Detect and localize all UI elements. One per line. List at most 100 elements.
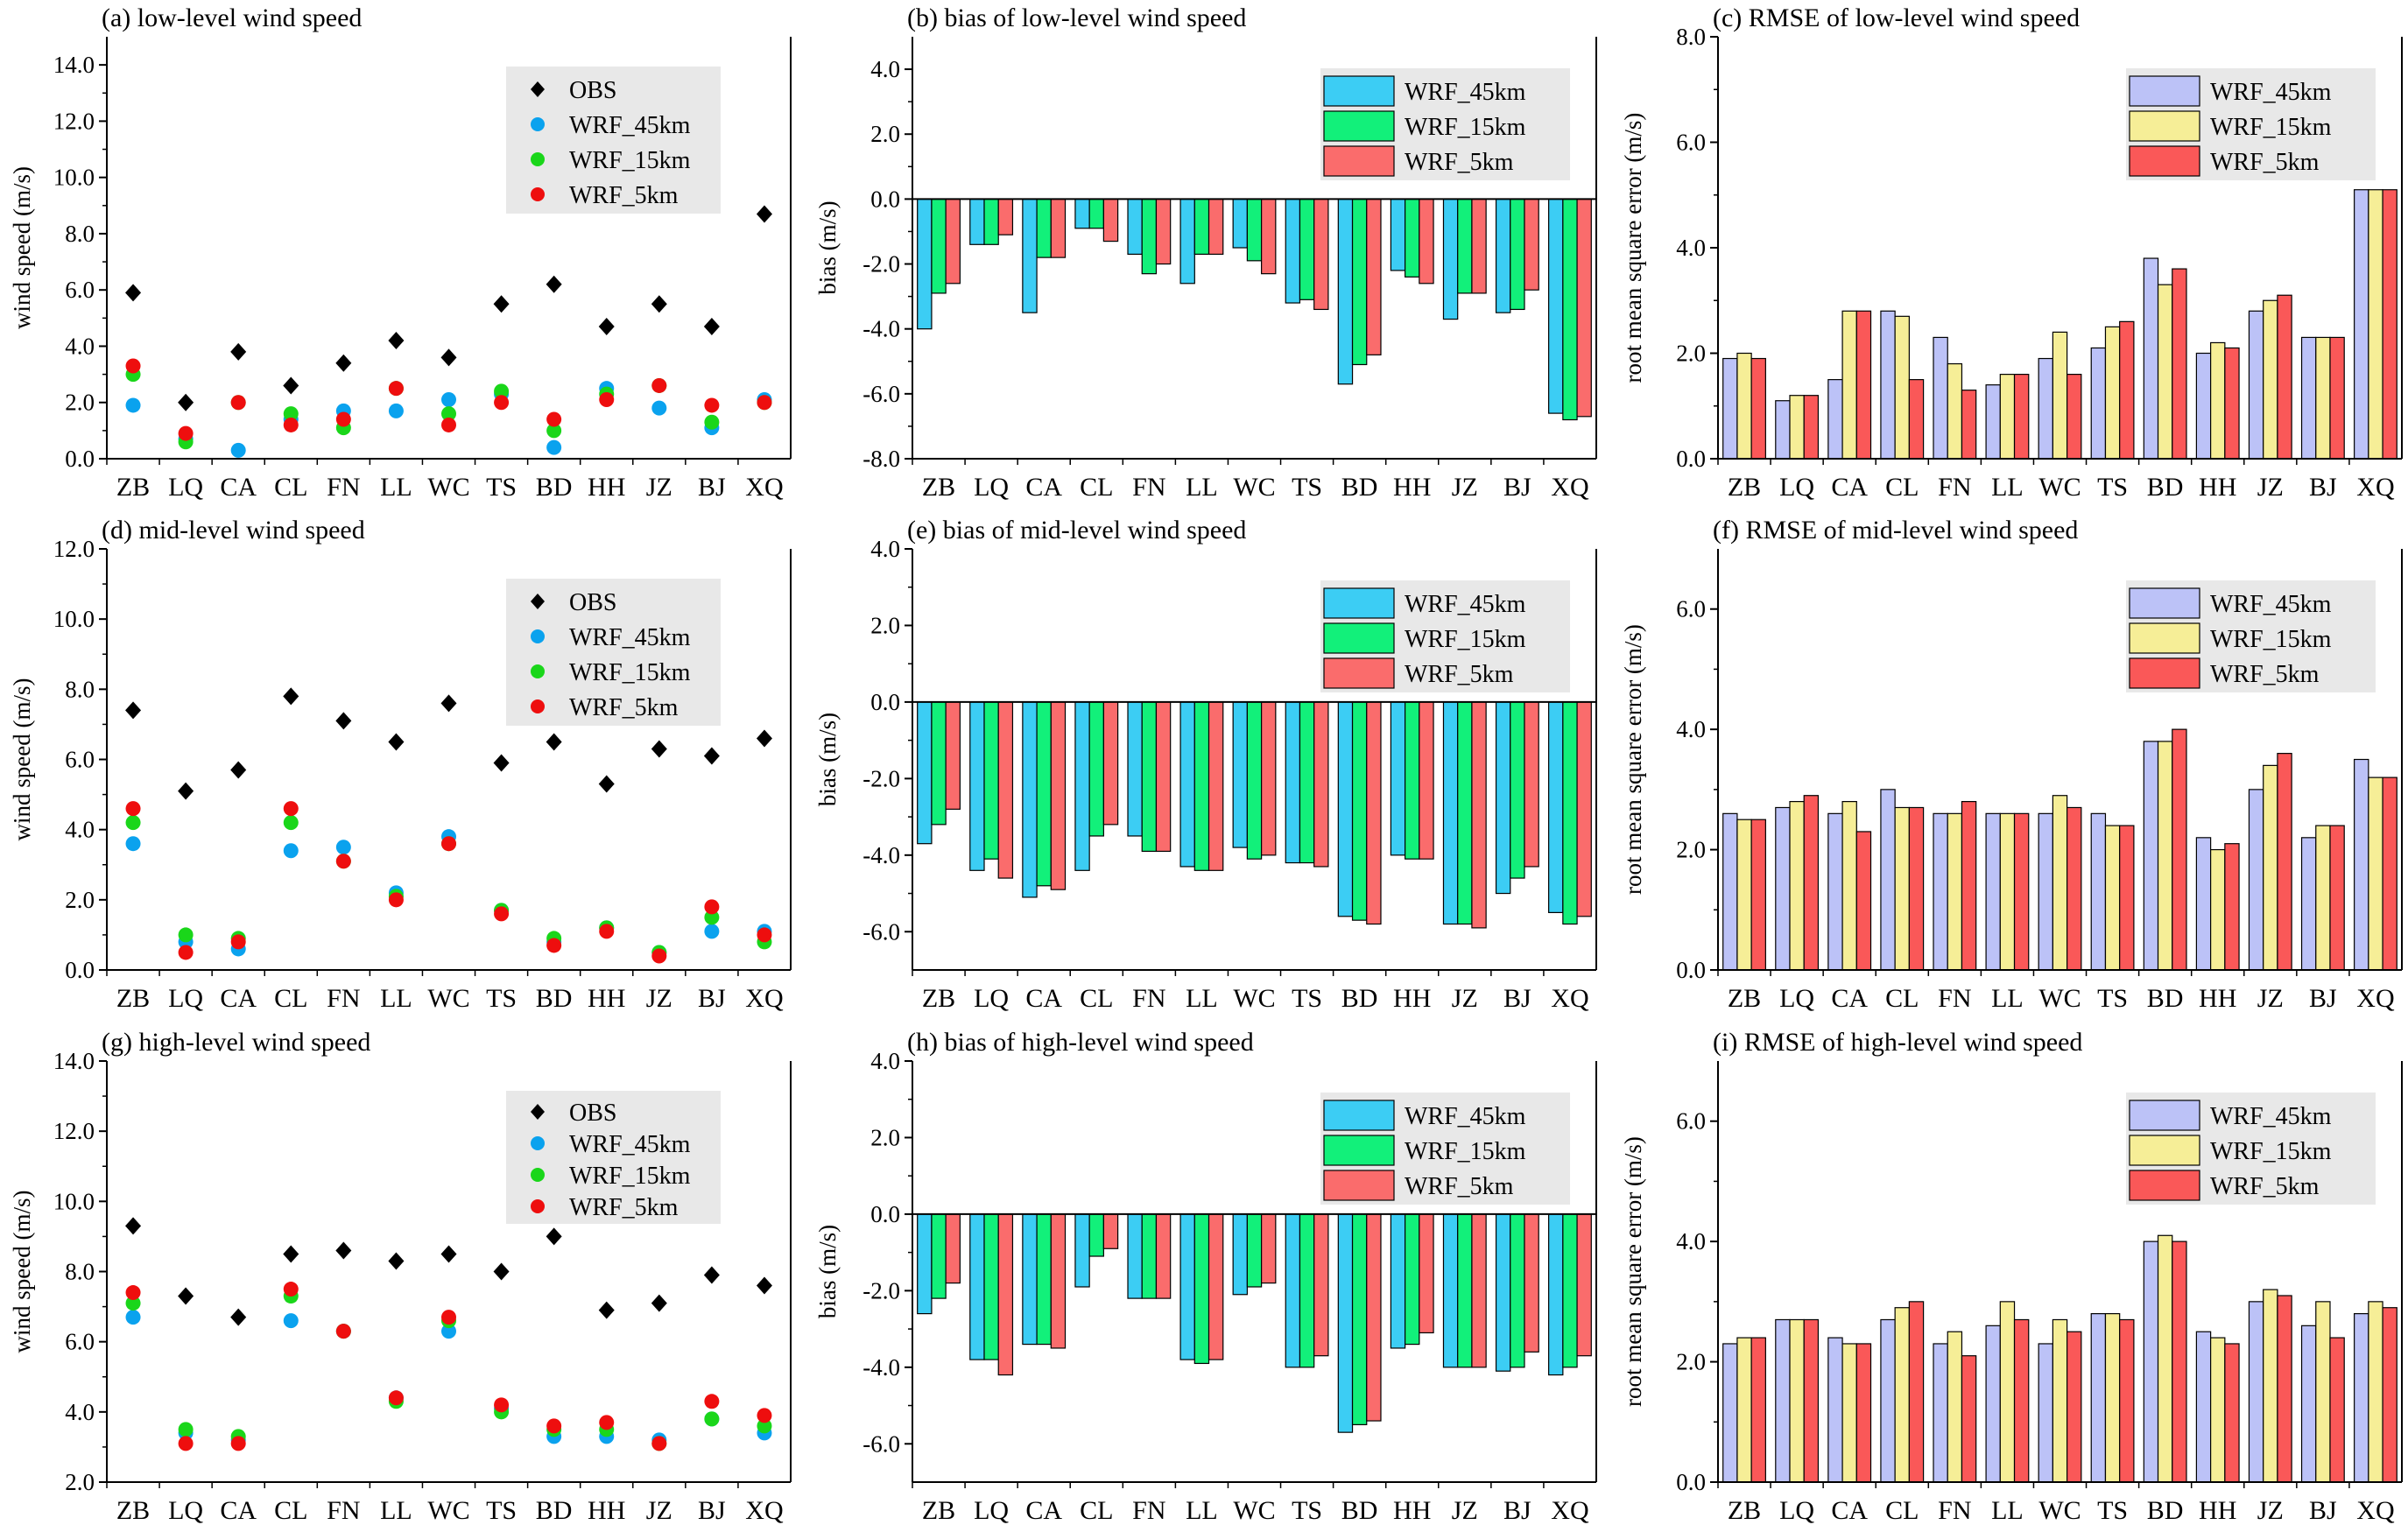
chart-h-bar-WRF_15km-WC	[1246, 1213, 1263, 1288]
chart-e-bar-WRF_5km-HH	[1419, 701, 1434, 860]
chart-h-category-WC: WC	[1233, 1496, 1275, 1525]
chart-c-category-HH: HH	[2199, 473, 2236, 502]
chart-g-ytick-label: 14.0	[53, 1048, 95, 1074]
chart-g-category-BJ: BJ	[698, 1496, 726, 1525]
chart-d-point-WRF_5km-BJ	[704, 899, 720, 915]
chart-f-ytick-label: 4.0	[1676, 716, 1706, 742]
chart-e-legend-swatch-WRF_15km	[1323, 622, 1395, 654]
chart-i-bar-WRF_45km-LQ	[1775, 1318, 1791, 1483]
chart-c-bar-WRF_45km-ZB	[1722, 357, 1738, 460]
chart-f-title: (f) RMSE of mid-level wind speed	[1713, 516, 2078, 545]
chart-h-bar-WRF_15km-TS	[1299, 1213, 1315, 1368]
chart-g-point-OBS-BJ	[703, 1266, 720, 1284]
chart-a-ytick-label: 2.0	[65, 390, 95, 416]
chart-c-bar-WRF_45km-CL	[1880, 310, 1896, 460]
chart-b: (b) bias of low-level wind speed bias (m/…	[814, 4, 1597, 502]
chart-b-bar-WRF_5km-WC	[1261, 198, 1277, 275]
chart-b-bar-WRF_5km-ZB	[945, 198, 961, 285]
chart-d-point-OBS-CA	[230, 761, 247, 779]
chart-i-category-XQ: XQ	[2356, 1496, 2395, 1525]
chart-i: (i) RMSE of high-level wind speed root me…	[1620, 1028, 2403, 1525]
chart-c-bar-WRF_45km-WC	[2038, 357, 2053, 460]
chart-c-category-WC: WC	[2038, 473, 2081, 502]
chart-f-bar-WRF_15km-TS	[2104, 825, 2121, 971]
chart-a-point-OBS-JZ	[651, 295, 667, 313]
chart-e-bar-WRF_45km-CA	[1022, 701, 1038, 898]
chart-b-bar-WRF_15km-LL	[1193, 198, 1210, 256]
chart-h-bar-WRF_5km-LL	[1208, 1213, 1224, 1360]
chart-f-bar-WRF_15km-CL	[1894, 806, 1910, 971]
chart-b-bar-WRF_45km-FN	[1127, 198, 1143, 256]
chart-c-bar-WRF_45km-LL	[1985, 384, 2001, 460]
chart-g-ylabel: wind speed (m/s)	[9, 1191, 35, 1353]
chart-f-bar-WRF_5km-HH	[2224, 843, 2240, 971]
chart-a-point-WRF_15km-BD	[546, 423, 562, 439]
chart-g-point-WRF_5km-CL	[283, 1282, 299, 1297]
chart-i-bar-WRF_5km-CA	[1855, 1343, 1872, 1483]
chart-e-bar-WRF_45km-CL	[1074, 701, 1090, 871]
chart-c-category-BD: BD	[2147, 473, 2184, 502]
chart-c-bar-WRF_15km-XQ	[2368, 189, 2383, 460]
chart-f-bar-WRF_15km-HH	[2210, 848, 2226, 971]
chart-g-point-WRF_5km-JZ	[651, 1436, 667, 1451]
chart-f-bar-WRF_5km-LQ	[1803, 795, 1820, 971]
chart-f-bar-WRF_45km-FN	[1933, 812, 1948, 971]
chart-a-point-WRF_5km-WC	[441, 417, 456, 432]
chart-a-point-WRF_45km-BD	[546, 439, 562, 455]
chart-b-legend-swatch-WRF_15km	[1323, 110, 1395, 142]
chart-i-category-JZ: JZ	[2257, 1496, 2284, 1525]
chart-i-bar-WRF_15km-CL	[1894, 1307, 1910, 1483]
chart-a-legend-marker-OBS	[531, 81, 545, 97]
chart-f-bar-WRF_5km-BJ	[2329, 825, 2345, 971]
chart-b-bar-WRF_45km-LL	[1179, 198, 1195, 285]
chart-c-legend-swatch-WRF_45km	[2129, 75, 2200, 107]
chart-g-category-BD: BD	[536, 1496, 573, 1525]
chart-i-bar-WRF_5km-FN	[1961, 1355, 1977, 1483]
chart-a-point-WRF_5km-HH	[599, 392, 615, 408]
chart-a-category-LL: LL	[380, 473, 412, 502]
chart-f-bar-WRF_45km-HH	[2195, 837, 2212, 971]
chart-e: (e) bias of mid-level wind speed bias (m/…	[814, 516, 1597, 1013]
chart-c-bar-WRF_5km-WC	[2067, 374, 2082, 460]
chart-e-bar-WRF_15km-ZB	[931, 701, 947, 826]
chart-f-category-BD: BD	[2147, 984, 2184, 1013]
chart-a-ytick-label: 14.0	[53, 52, 95, 78]
chart-b-category-BD: BD	[1341, 473, 1378, 502]
chart-i-bar-WRF_5km-CL	[1908, 1301, 1925, 1483]
chart-a-point-OBS-CA	[230, 342, 247, 361]
chart-h-bar-WRF_15km-ZB	[931, 1213, 947, 1299]
chart-i-bar-WRF_5km-XQ	[2382, 1307, 2397, 1483]
chart-d-point-WRF_5km-LL	[388, 892, 404, 908]
chart-b-bar-WRF_45km-XQ	[1548, 198, 1564, 414]
chart-i-ytick-label: 4.0	[1676, 1228, 1706, 1254]
chart-b-ylabel: bias (m/s)	[814, 200, 841, 294]
chart-c: (c) RMSE of low-level wind speed root mea…	[1620, 4, 2403, 502]
chart-f-category-JZ: JZ	[2257, 984, 2284, 1013]
chart-b-legend-label-WRF_5km: WRF_5km	[1405, 149, 1514, 176]
chart-f-legend-swatch-WRF_15km	[2129, 622, 2200, 654]
chart-i-category-HH: HH	[2199, 1496, 2236, 1525]
chart-i-category-CA: CA	[1831, 1496, 1868, 1525]
chart-a-category-ZB: ZB	[116, 473, 150, 502]
chart-a-point-WRF_5km-CL	[283, 417, 299, 432]
chart-g-category-XQ: XQ	[745, 1496, 784, 1525]
chart-g-point-OBS-ZB	[125, 1217, 142, 1235]
chart-a-legend-marker-WRF_15km	[531, 152, 545, 166]
chart-g-legend-marker-OBS	[531, 1104, 545, 1120]
chart-a-category-BD: BD	[536, 473, 573, 502]
chart-a-point-OBS-XQ	[756, 205, 772, 223]
chart-i-legend-swatch-WRF_45km	[2129, 1100, 2200, 1131]
chart-f-bar-WRF_15km-BD	[2157, 741, 2173, 971]
chart-f-bar-WRF_45km-BJ	[2300, 837, 2317, 971]
chart-h-bar-WRF_5km-BJ	[1524, 1213, 1539, 1353]
chart-e-category-BD: BD	[1341, 984, 1378, 1013]
chart-a-ylabel: wind speed (m/s)	[9, 166, 35, 329]
chart-h-bar-WRF_5km-JZ	[1471, 1213, 1487, 1368]
chart-d-point-WRF_5km-JZ	[651, 948, 667, 964]
chart-b-bar-WRF_45km-ZB	[917, 198, 933, 330]
chart-g-legend-label-WRF_45km: WRF_45km	[569, 1131, 691, 1158]
chart-h-legend-swatch-WRF_45km	[1323, 1100, 1395, 1131]
chart-d-point-WRF_15km-LQ	[178, 927, 194, 943]
chart-i-bar-WRF_5km-JZ	[2277, 1295, 2292, 1483]
chart-d-point-OBS-LL	[388, 733, 405, 751]
